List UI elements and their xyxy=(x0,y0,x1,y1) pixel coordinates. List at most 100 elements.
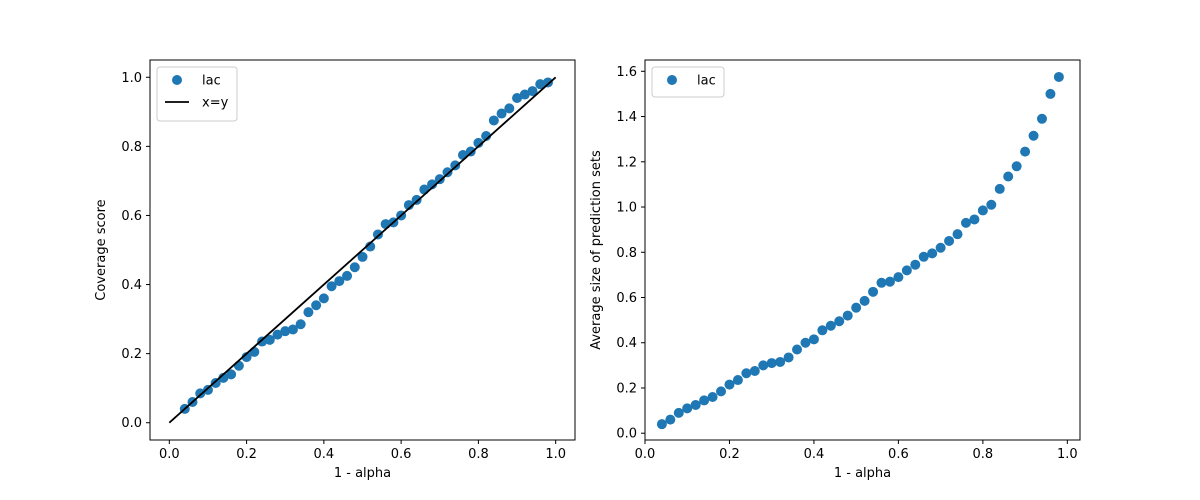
data-point xyxy=(488,115,499,126)
series-line-x=y xyxy=(168,76,557,424)
data-point xyxy=(512,93,523,103)
legend-label: lac xyxy=(697,74,716,89)
y-tick-label: 0.4 xyxy=(121,278,142,293)
legend-label: lac xyxy=(202,74,221,89)
data-point xyxy=(969,214,980,225)
y-tick-label: 1.0 xyxy=(616,201,637,216)
data-point xyxy=(504,103,515,114)
data-point xyxy=(257,336,268,347)
x-tick-label: 0.4 xyxy=(804,447,825,462)
data-point xyxy=(994,183,1005,194)
data-point xyxy=(226,369,237,380)
data-point xyxy=(876,277,887,288)
data-point xyxy=(434,174,445,185)
data-point xyxy=(442,167,453,178)
axes-frame xyxy=(149,59,576,441)
data-point xyxy=(1028,130,1039,141)
axes-frame xyxy=(644,59,1081,441)
data-point xyxy=(1053,71,1064,82)
data-point xyxy=(357,251,368,262)
data-point xyxy=(682,403,693,414)
x-tick-label: 0.2 xyxy=(236,447,257,462)
data-point xyxy=(349,262,360,273)
data-point xyxy=(542,77,553,88)
x-axis-label: 1 - alpha xyxy=(834,466,891,481)
data-point xyxy=(287,324,298,335)
data-point xyxy=(893,272,904,283)
data-point xyxy=(1020,146,1031,157)
data-point xyxy=(851,302,862,313)
data-point xyxy=(1003,171,1014,182)
data-point xyxy=(264,334,275,345)
data-point xyxy=(1045,88,1056,99)
data-point xyxy=(792,344,803,355)
data-point xyxy=(732,375,743,386)
data-point xyxy=(318,293,329,304)
y-axis-label: Coverage score xyxy=(94,199,109,300)
x-tick-label: 0.0 xyxy=(159,447,180,462)
x-tick-label: 0.2 xyxy=(719,447,740,462)
data-point xyxy=(496,108,507,119)
data-point xyxy=(1011,161,1022,172)
data-point xyxy=(901,265,912,276)
x-tick-label: 0.0 xyxy=(635,447,656,462)
data-point xyxy=(944,235,955,246)
data-point xyxy=(927,248,938,259)
data-point xyxy=(372,229,383,240)
y-axis-label: Average size of prediction sets xyxy=(589,150,604,350)
data-point xyxy=(977,205,988,216)
data-point xyxy=(665,414,676,425)
data-point xyxy=(311,300,322,311)
data-point xyxy=(834,316,845,327)
data-point xyxy=(1036,113,1047,124)
y-tick-label: 0.8 xyxy=(616,246,637,261)
data-point xyxy=(295,319,306,330)
y-tick-label: 0.2 xyxy=(616,381,637,396)
data-point xyxy=(724,379,735,390)
data-point xyxy=(481,131,492,141)
set-size-chart: 0.0 0.2 0.4 0.6 0.8 1.0 0.0 0.2 0.4 0.6 0.8 1.0 1.2 1… xyxy=(589,59,1081,481)
data-point xyxy=(716,386,727,397)
legend-label: x=y xyxy=(202,96,229,111)
data-point xyxy=(365,241,376,252)
data-point xyxy=(342,270,353,281)
data-point xyxy=(783,352,794,363)
data-point xyxy=(465,146,476,157)
data-point xyxy=(817,325,828,336)
data-point xyxy=(210,378,221,388)
y-tick-label: 0.6 xyxy=(616,291,637,306)
x-tick-label: 0.6 xyxy=(391,447,412,462)
data-point xyxy=(450,160,461,171)
data-point xyxy=(656,419,667,430)
y-tick-label: 0.8 xyxy=(121,140,142,155)
data-point xyxy=(859,295,870,306)
data-point xyxy=(241,352,252,363)
data-point xyxy=(303,307,314,318)
data-point xyxy=(884,276,895,287)
data-point xyxy=(935,242,946,253)
x-axis-label: 1 - alpha xyxy=(334,466,391,481)
data-point xyxy=(800,337,811,348)
data-point xyxy=(952,229,963,240)
y-tick-label: 0.0 xyxy=(121,416,142,431)
data-point xyxy=(519,89,530,100)
data-point xyxy=(918,251,929,262)
data-point xyxy=(195,388,206,399)
data-point xyxy=(326,281,337,292)
data-point xyxy=(825,320,836,331)
data-point xyxy=(766,358,777,369)
data-point xyxy=(868,286,879,297)
data-point xyxy=(334,276,345,287)
data-point xyxy=(808,334,819,345)
y-tick-label: 1.6 xyxy=(616,65,637,80)
coverage-chart: 0.0 0.2 0.4 0.6 0.8 1.0 0.0 0.2 0.4 0.6 0.8 1.0 1 - … xyxy=(94,59,576,481)
data-point xyxy=(202,384,213,395)
data-point xyxy=(699,395,710,406)
y-tick-label: 1.4 xyxy=(616,110,637,125)
data-point xyxy=(218,372,229,383)
data-point xyxy=(473,137,484,148)
data-point xyxy=(249,346,260,357)
legend-marker-swatch xyxy=(172,75,182,85)
x-tick-label: 1.0 xyxy=(1057,447,1078,462)
data-point xyxy=(427,179,438,190)
